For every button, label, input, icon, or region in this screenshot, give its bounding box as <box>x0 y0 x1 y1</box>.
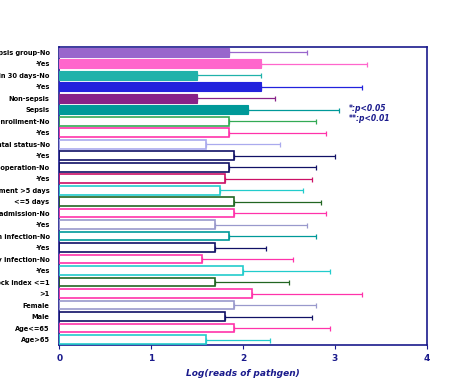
Bar <box>59 312 225 321</box>
Bar <box>59 106 247 114</box>
Bar <box>59 301 234 309</box>
Bar <box>59 220 215 229</box>
Bar <box>59 209 234 218</box>
Bar <box>59 289 252 298</box>
Bar <box>59 278 215 286</box>
Bar <box>59 174 225 183</box>
Bar <box>59 140 206 149</box>
Bar <box>59 83 261 91</box>
Bar <box>59 266 243 275</box>
Bar <box>59 243 215 252</box>
Bar <box>59 163 229 171</box>
Bar <box>59 186 220 194</box>
Bar <box>59 94 197 102</box>
Bar <box>59 151 234 160</box>
Bar <box>59 59 261 68</box>
Bar <box>59 71 197 80</box>
Bar <box>59 128 229 137</box>
Text: *:p<0.05
**:p<0.01: *:p<0.05 **:p<0.01 <box>348 104 390 123</box>
Bar <box>59 324 234 333</box>
Bar <box>59 117 229 126</box>
Bar <box>59 232 229 241</box>
X-axis label: Log(reads of pathgen): Log(reads of pathgen) <box>186 369 300 378</box>
Bar <box>59 255 201 263</box>
Bar <box>59 48 229 57</box>
Bar <box>59 335 206 344</box>
Bar <box>59 197 234 206</box>
